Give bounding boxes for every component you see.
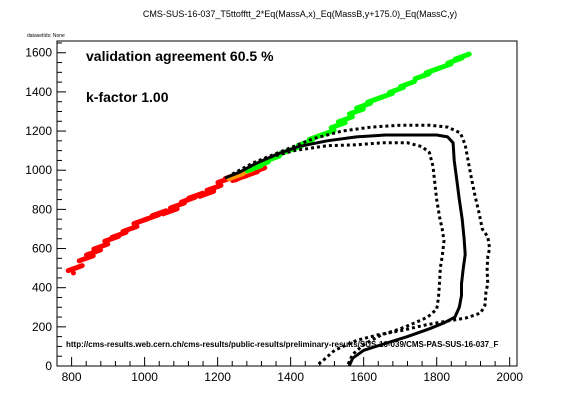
x-tick-label: 1800 xyxy=(423,370,450,384)
data-markers xyxy=(65,51,472,276)
data-point xyxy=(76,253,96,264)
data-point xyxy=(120,223,140,234)
contour-expected_minus xyxy=(242,141,446,367)
data-point xyxy=(335,114,355,125)
data-point xyxy=(328,120,348,131)
y-tick-label: 1600 xyxy=(25,46,52,60)
x-tick-label: 1000 xyxy=(131,370,158,384)
plot-frame xyxy=(56,40,518,367)
x-tick-label: 1600 xyxy=(350,370,377,384)
contour-expected_plus xyxy=(231,123,492,368)
data-point xyxy=(452,51,472,62)
y-tick-label: 1200 xyxy=(25,124,52,138)
data-point xyxy=(346,106,366,117)
y-tick-label: 1400 xyxy=(25,85,52,99)
x-tick-label: 800 xyxy=(62,370,82,384)
data-point xyxy=(197,188,217,199)
source-url: http://cms-results.web.cern.ch/cms-resul… xyxy=(66,340,499,349)
data-point xyxy=(204,182,224,193)
x-tick-label: 1400 xyxy=(277,370,304,384)
y-tick-label: 600 xyxy=(32,242,52,256)
dataset-label: datasetIds: None xyxy=(27,33,65,39)
x-tick-label: 1200 xyxy=(204,370,231,384)
axes: 800 1000 1200 1400 1600 1800 2000 0 200 400 600 800… xyxy=(25,42,523,384)
data-point xyxy=(84,247,104,258)
y-tick-label: 0 xyxy=(45,359,52,373)
y-tick-label: 400 xyxy=(32,281,52,295)
contour-expected xyxy=(224,133,467,367)
data-point xyxy=(65,263,85,274)
y-tick-label: 200 xyxy=(32,320,52,334)
chart-title: CMS-SUS-16-037_T5ttofftt_2*Eq(MassA,x)_E… xyxy=(143,9,457,19)
data-point xyxy=(317,128,337,139)
data-point xyxy=(397,79,417,90)
agreement-annotation: validation agreement 60.5 % xyxy=(86,48,274,64)
kfactor-annotation: k-factor 1.00 xyxy=(86,89,169,105)
x-tick-label: 2000 xyxy=(496,370,523,384)
data-point xyxy=(91,241,111,252)
y-tick-label: 800 xyxy=(32,202,52,216)
data-point xyxy=(70,270,76,276)
y-tick-label: 1000 xyxy=(25,163,52,177)
data-point xyxy=(160,206,180,217)
exclusion-contours xyxy=(224,123,492,368)
